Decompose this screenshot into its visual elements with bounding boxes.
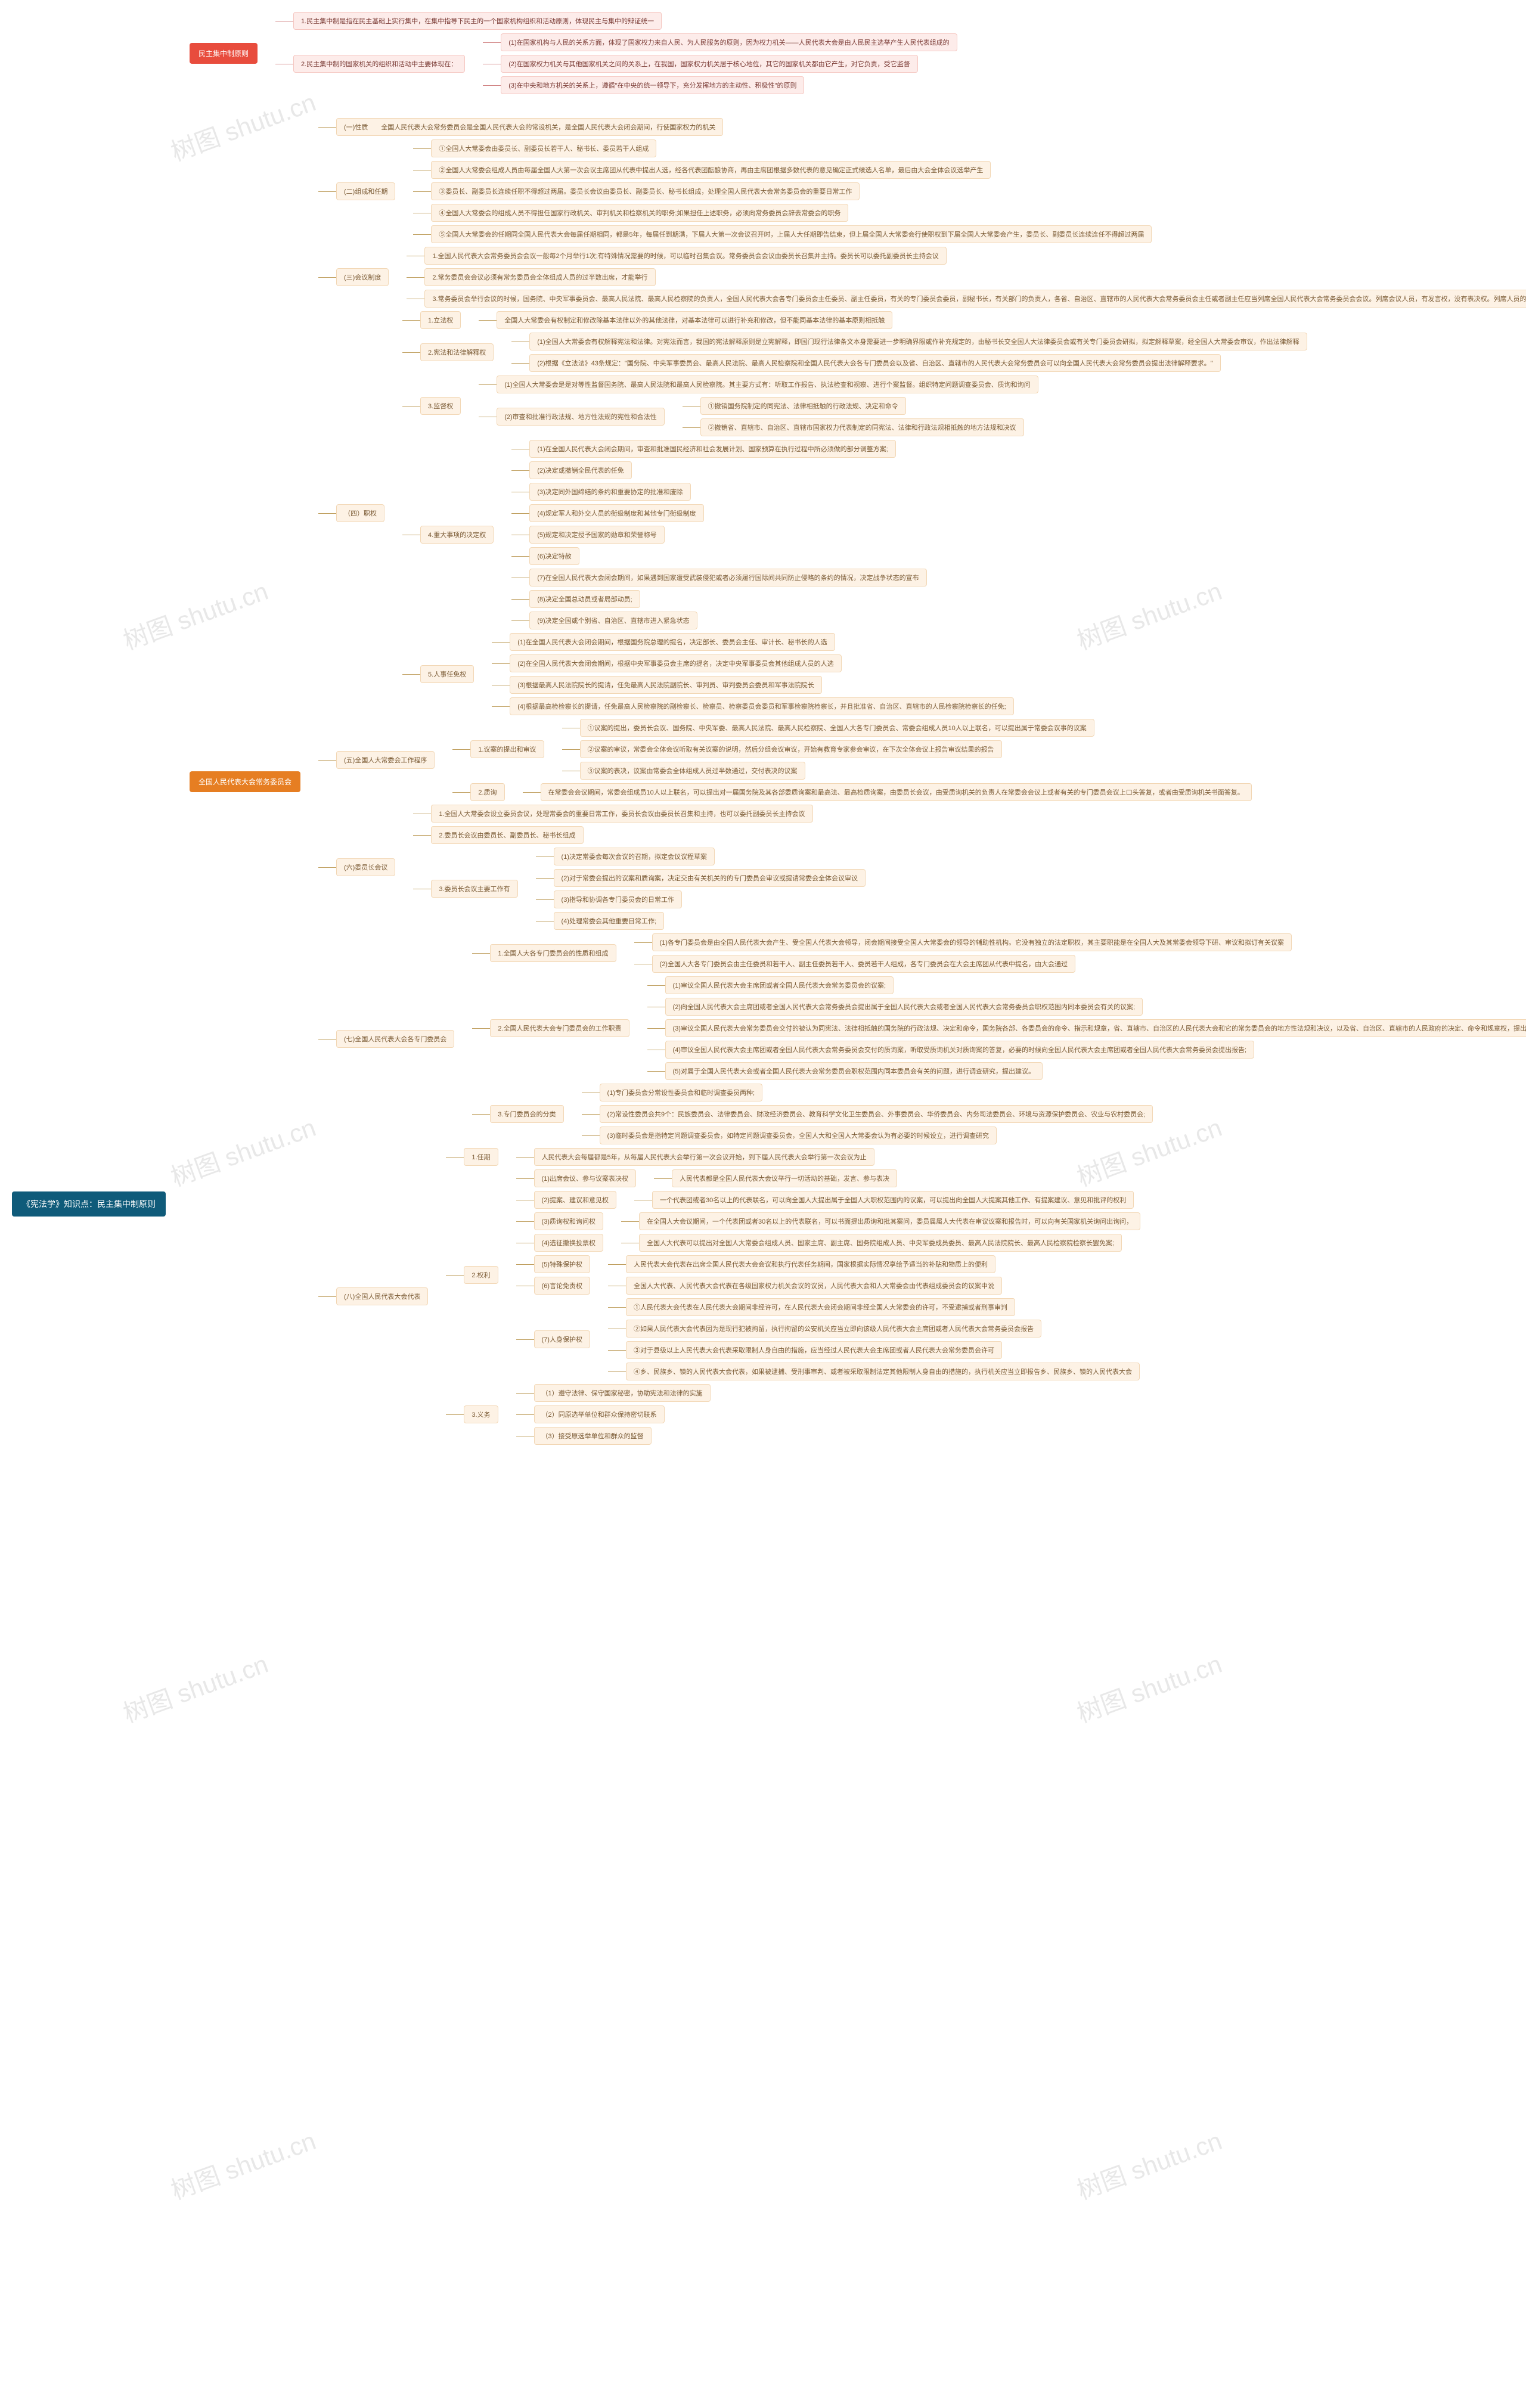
- s6-c1: 1.全国人大常委会设立委员会议，处理常委会的重要日常工作，委员长会议由委员长召集…: [431, 805, 812, 823]
- s8-p1-c: 人民代表大会每届都是5年，从每届人民代表大会举行第一次会议开始，到下届人民代表大…: [534, 1148, 874, 1166]
- s4-p2-c2: (2)根据《立法法》43条规定："国务院、中央军事委员会、最高人民法院、最高人民…: [529, 354, 1220, 372]
- s4-p5-c1: (1)在全国人民代表大会闭会期间，根据国务院总理的提名，决定部长、委员会主任、审…: [510, 633, 835, 651]
- s4-p3-c2t: (2)审查和批准行政法规、地方性法规的宪性和合法性: [497, 408, 664, 426]
- s3-c3: 3.常务委员会举行会议的时候，国务院、中央军事委员会、最高人民法院、最高人民检察…: [424, 290, 1526, 308]
- s8-p2-c4: 全国人大代表可以提出对全国人大常委会组成人员、国家主席、副主席、国务院组成人员、…: [639, 1234, 1122, 1252]
- s4-p3-c2a: ①撤销国务院制定的同宪法、法律相抵触的行政法规、决定和命令: [700, 397, 906, 415]
- s4-p4-c5: (5)规定和决定授予国家的勋章和荣誉称号: [529, 526, 664, 544]
- s7-p2: 2.全国人民代表大会专门委员会的工作职责: [490, 1019, 629, 1037]
- s3-c2: 2.常务委员会会议必须有常务委员会全体组成人员的过半数出席，才能举行: [424, 268, 655, 286]
- s8-p2-c7a: ①人民代表大会代表在人民代表大会期间非经许可，在人民代表大会闭会期间非经全国人大…: [626, 1298, 1015, 1316]
- s8-p2-c1: 人民代表都是全国人民代表大会议举行一切活动的基础，发言、参与表决: [672, 1169, 897, 1187]
- s8-p2-c6t: (6)言论免责权: [534, 1277, 590, 1295]
- s4-p5-c2: (2)在全国人民代表大会闭会期间，根据中央军事委员会主席的提名，决定中央军事委员…: [510, 654, 841, 672]
- s6-c2: 2.委员长会议由委员长、副委员长、秘书长组成: [431, 826, 583, 844]
- branch-2: 全国人民代表大会常务委员会: [190, 771, 300, 792]
- s4-p2-c1: (1)全国人大常委会有权解释宪法和法律。对宪法而言，我国的宪法解释原则是立宪解释…: [529, 333, 1307, 350]
- s8-p2-c2t: (2)提案、建议和意见权: [534, 1191, 616, 1209]
- s8-p2-c5: 人民代表大会代表在出席全国人民代表大会会议和执行代表任务期间，国家根据实际情况享…: [626, 1255, 995, 1273]
- s7-p3-c3: (3)临时委员会是指特定问题调查委员会，如特定问题调查委员会，全国人大和全国人大…: [600, 1127, 997, 1144]
- s5-p1: 1.议案的提出和审议: [470, 740, 544, 758]
- s4-p3: 3.监督权: [420, 397, 461, 415]
- s2-c1: ①全国人大常委会由委员长、副委员长若干人、秘书长、委员若干人组成: [431, 139, 656, 157]
- s7-p1-c1: (1)各专门委员会是由全国人民代表大会产生、受全国人代表大会领导，闭会期间接受全…: [652, 933, 1292, 951]
- s4-p5: 5.人事任免权: [420, 665, 474, 683]
- s8-p2-c4t: (4)选征撤换投票权: [534, 1234, 603, 1252]
- s4-p4: 4.重大事项的决定权: [420, 526, 494, 544]
- s2-c5: ⑤全国人大常委会的任期同全国人民代表大会每届任期相同，都是5年，每届任到期满，下…: [431, 225, 1152, 243]
- s8-p2-c3: 在全国人大会议期间，一个代表团或者30名以上的代表联名，可以书面提出质询和批其案…: [639, 1212, 1140, 1230]
- s6-p3-c4: (4)处理常委会其他重要日常工作;: [554, 912, 665, 930]
- s4-p1: 1.立法权: [420, 311, 461, 329]
- s5-p1-c1: ①议案的提出，委员长会议、国务院、中央军委、最高人民法院、最高人民检察院、全国人…: [580, 719, 1094, 737]
- s4-p4-c4: (4)规定军人和外交人员的衔级制度和其他专门衔级制度: [529, 504, 703, 522]
- s2-c4: ④全国人大常委会的组成人员不得担任国家行政机关、审判机关和检察机关的职务;如果担…: [431, 204, 848, 222]
- s4: （四）职权: [336, 504, 384, 522]
- s8: (八)全国人民代表大会代表: [336, 1287, 428, 1305]
- s8-p2-c2: 一个代表团或者30名以上的代表联名，可以向全国人大提出属于全国人大职权范围内的议…: [652, 1191, 1134, 1209]
- s6-p3-c2: (2)对于常委会提出的议案和质询案，决定交由有关机关的的专门委员会审议或提请常委…: [554, 869, 866, 887]
- s7-p2-c2: (2)向全国人民代表大会主席团或者全国人民代表大会常务委员会提出属于全国人民代表…: [665, 998, 1143, 1016]
- s5: (五)全国人大常委会工作程序: [336, 751, 435, 769]
- s8-p1: 1.任期: [464, 1148, 498, 1166]
- s8-p2-c6: 全国人大代表、人民代表大会代表在各级国家权力机关会议的议员，人民代表大会和人大常…: [626, 1277, 1002, 1295]
- s3: (三)会议制度: [336, 268, 389, 286]
- s2-c2: ②全国人大常委会组成人员由每届全国人大第一次会议主席团从代表中提出人选，经各代表…: [431, 161, 991, 179]
- s7-p2-c3: (3)审议全国人民代表大会常务委员会交付的被认为同宪法、法律相抵触的国务院的行政…: [665, 1019, 1526, 1037]
- s6: (六)委员长会议: [336, 858, 395, 876]
- s4-p4-c9: (9)决定全国或个别省、自治区、直辖市进入紧急状态: [529, 612, 697, 629]
- s4-p1-c: 全国人大常委会有权制定和修改除基本法律以外的其他法律，对基本法律可以进行补充和修…: [497, 311, 892, 329]
- s6-p3-c1: (1)决定常委会每次会议的召期，拟定会议议程草案: [554, 848, 715, 865]
- s8-p2-c7b: ②如果人民代表大会代表因为是现行犯被拘留，执行拘留的公安机关应当立即向该级人民代…: [626, 1320, 1041, 1338]
- s4-p4-c1: (1)在全国人民代表大会闭会期间，审查和批准国民经济和社会发展计划、国家预算在执…: [529, 440, 896, 458]
- s8-p3-c1: （1）遵守法律、保守国家秘密，协助宪法和法律的实施: [534, 1384, 711, 1402]
- s7-p1-c2: (2)全国人大各专门委员会由主任委员和若干人、副主任委员若干人、委员若干人组成，…: [652, 955, 1075, 973]
- s7-p3-c2: (2)常设性委员会共9个：民族委员会、法律委员会、财政经济委员会、教育科学文化卫…: [600, 1105, 1153, 1123]
- s8-p3-c2: （2）同原选举单位和群众保持密切联系: [534, 1405, 665, 1423]
- s4-p2: 2.宪法和法律解释权: [420, 343, 494, 361]
- s7-p2-c4: (4)审议全国人民代表大会主席团或者全国人民代表大会常务委员会交付的质询案，听取…: [665, 1041, 1255, 1059]
- s4-p3-c2b: ②撤销省、直辖市、自治区、直辖市国家权力代表制定的同宪法、法律和行政法规相抵触的…: [700, 418, 1024, 436]
- b1-n2-1: (1)在国家机构与人民的关系方面，体现了国家权力来自人民、为人民服务的原则，因为…: [501, 33, 957, 51]
- root-node: 《宪法学》知识点：民主集中制原则: [12, 1191, 166, 1217]
- s8-p2-c7c: ③对于县级以上人民代表大会代表采取限制人身自由的措施，应当经过人民代表大会主席团…: [626, 1341, 1002, 1359]
- s4-p4-c8: (8)决定全国总动员或者局部动员;: [529, 590, 640, 608]
- b1-n2-2: (2)在国家权力机关与其他国家机关之间的关系上，在我国，国家权力机关居于核心地位…: [501, 55, 917, 73]
- s4-p5-c3: (3)根据最高人民法院院长的提请，任免最高人民法院副院长、审判员、审判委员会委员…: [510, 676, 821, 694]
- s4-p5-c4: (4)根据最高检检察长的提请，任免最高人民检察院的副检察长、检察员、检察委员会委…: [510, 697, 1014, 715]
- s8-p2-c3t: (3)质询权和询问权: [534, 1212, 603, 1230]
- s5-p2: 2.质询: [470, 783, 504, 801]
- s8-p3: 3.义务: [464, 1405, 498, 1423]
- s6-p3-c3: (3)指导和协调各专门委员会的日常工作: [554, 890, 682, 908]
- s7-p3: 3.专门委员会的分类: [490, 1105, 563, 1123]
- s5-p1-c2: ②议案的审议，常委会全体会议听取有关议案的说明，然后分组会议审议，开始有教育专家…: [580, 740, 1002, 758]
- s2-c3: ③委员长、副委员长连续任职不得超过两届。委员长会议由委员长、副委员长、秘书长组成…: [431, 182, 860, 200]
- b1-n2: 2.民主集中制的国家机关的组织和活动中主要体现在：: [293, 55, 465, 73]
- s8-p2-c7d: ④乡、民族乡、镇的人民代表大会代表，如果被逮捕、受刑事审判、或者被采取限制法定其…: [626, 1363, 1140, 1380]
- s4-p4-c2: (2)决定或撤销全民代表的任免: [529, 461, 631, 479]
- s1: (一)性质 全国人民代表大会常务委员会是全国人民代表大会的常设机关，是全国人民代…: [336, 118, 723, 136]
- s8-p2: 2.权利: [464, 1266, 498, 1284]
- s8-p3-c3: （3）接受原选举单位和群众的监督: [534, 1427, 652, 1445]
- s7-p3-c1: (1)专门委员会分常设性委员会和临时调查委员两种;: [600, 1084, 763, 1101]
- s7-p1: 1.全国人大各专门委员会的性质和组成: [490, 944, 616, 962]
- b1-n1: 1.民主集中制是指在民主基础上实行集中，在集中指导下民主的一个国家机构组织和活动…: [293, 12, 662, 30]
- s4-p4-c6: (6)决定特赦: [529, 547, 579, 565]
- s8-p2-c1t: (1)出席会议、参与议案表决权: [534, 1169, 636, 1187]
- s6-p3: 3.委员长会议主要工作有: [431, 880, 517, 898]
- s8-p2-c5t: (5)特殊保护权: [534, 1255, 590, 1273]
- branch-1: 民主集中制原则: [190, 43, 258, 64]
- s3-c1: 1.全国人民代表大会常务委员会会议一般每2个月举行1次;有特殊情况需要的时候，可…: [424, 247, 946, 265]
- s5-p1-c3: ③议案的表决，议案由常委会全体组成人员过半数通过，交付表决的议案: [580, 762, 805, 780]
- s8-p2-c7t: (7)人身保护权: [534, 1330, 590, 1348]
- s5-p2-c: 在常委会会议期间，常委会组成员10人以上联名，可以提出对一届国务院及其各部委质询…: [541, 783, 1252, 801]
- b1-n2-3: (3)在中央和地方机关的关系上，遵循"在中央的统一领导下，充分发挥地方的主动性、…: [501, 76, 804, 94]
- s4-p4-c7: (7)在全国人民代表大会闭会期间，如果遇到国家遭受武装侵犯或者必须履行国际间共同…: [529, 569, 926, 587]
- s7-p2-c5: (5)对属于全国人民代表大会或者全国人民代表大会常务委员会职权范围内同本委员会有…: [665, 1062, 1043, 1080]
- s2: (二)组成和任期: [336, 182, 395, 200]
- s7: (七)全国人民代表大会各专门委员会: [336, 1030, 454, 1048]
- s7-p2-c1: (1)审议全国人民代表大会主席团或者全国人民代表大会常务委员会的议案;: [665, 976, 894, 994]
- s4-p4-c3: (3)决定同外国缔结的条约和重要协定的批准和废除: [529, 483, 690, 501]
- s4-p3-c1: (1)全国人大常委会是是对等性监督国务院、最高人民法院和最高人民检察院。其主要方…: [497, 376, 1038, 393]
